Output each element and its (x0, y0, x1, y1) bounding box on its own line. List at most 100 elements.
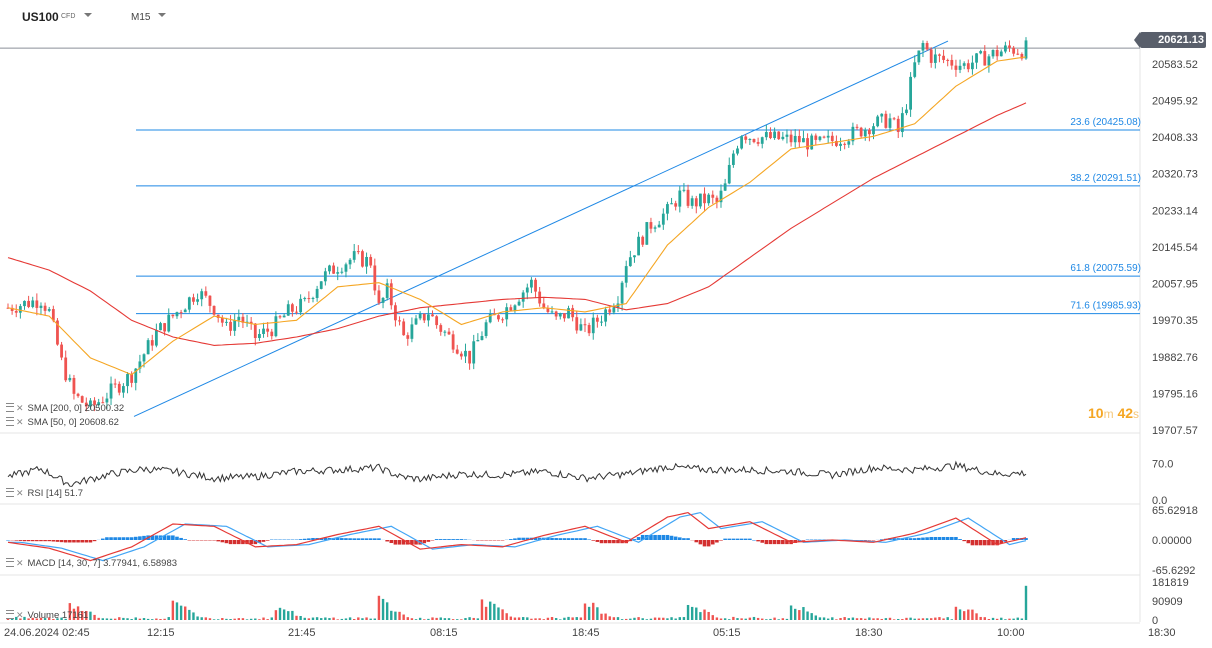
volume-bar (381, 598, 385, 620)
candle-body (381, 297, 385, 303)
volume-bar (987, 619, 991, 620)
candle-body (571, 308, 575, 318)
macd-histogram-bar (133, 536, 138, 540)
close-icon[interactable]: ✕ (16, 488, 24, 498)
macd-histogram-bar (88, 540, 93, 543)
candle-body (97, 402, 101, 405)
volume-bar (950, 619, 954, 620)
macd-legend[interactable]: ✕ MACD [14, 30, 7] 3.77941, 6.58983 (6, 558, 177, 569)
volume-bar (216, 619, 220, 620)
candle-body (1003, 45, 1007, 52)
candle-body (171, 314, 175, 317)
candle-body (789, 134, 793, 143)
macd-histogram-bar (121, 537, 126, 540)
macd-histogram-bar (100, 538, 105, 540)
macd-histogram-bar (702, 540, 707, 547)
volume-bar (262, 617, 265, 620)
settings-icon[interactable] (6, 488, 14, 497)
candle-body (130, 374, 134, 383)
macd-histogram-bar (352, 538, 357, 540)
candle-body (954, 65, 958, 70)
macd-histogram-bar (14, 540, 19, 541)
close-icon[interactable]: ✕ (16, 558, 24, 568)
close-icon[interactable]: ✕ (16, 403, 24, 413)
macd-histogram-bar (166, 535, 171, 540)
volume-bar (447, 618, 451, 620)
volume-bar (151, 619, 154, 620)
candle-body (253, 323, 257, 339)
candle-body (867, 129, 871, 135)
volume-bar (60, 617, 63, 620)
settings-icon[interactable] (6, 610, 14, 619)
macd-histogram-bar (459, 539, 464, 540)
candle-body (682, 189, 686, 191)
candle-body (604, 309, 608, 322)
volume-bar (690, 606, 694, 620)
candle-body (591, 317, 595, 334)
volume-bar (629, 618, 632, 620)
candle-body (262, 328, 265, 335)
candle-body (484, 322, 488, 337)
sma200-legend[interactable]: ✕ SMA [200, 0] 20500.32 (6, 403, 124, 414)
sma50-legend[interactable]: ✕ SMA [50, 0] 20608.62 (6, 417, 119, 428)
settings-icon[interactable] (6, 403, 14, 412)
macd-histogram-bar (982, 540, 987, 546)
macd-histogram-bar (554, 538, 558, 540)
sma200-line (7, 102, 1027, 346)
macd-histogram-bar (249, 540, 253, 545)
candle-body (645, 222, 649, 245)
macd-histogram-bar (55, 540, 60, 542)
volume-bar (563, 617, 566, 620)
macd-histogram-bar (657, 534, 661, 540)
candle-body (863, 129, 867, 137)
candle-body (497, 315, 500, 320)
volume-bar (130, 618, 133, 620)
candle-body (987, 56, 991, 66)
settings-icon[interactable] (6, 558, 14, 567)
candle-body (703, 193, 706, 204)
timeframe-label[interactable]: M15 (131, 12, 151, 23)
candle-body (233, 320, 237, 331)
symbol-label[interactable]: US100 (22, 10, 59, 24)
candle-body (843, 143, 847, 145)
volume-bar (897, 618, 900, 620)
volume-bar (913, 618, 916, 620)
rsi-legend[interactable]: ✕ RSI [14] 51.7 (6, 488, 83, 499)
fib-level-label: 61.8 (20075.59) (1070, 263, 1141, 274)
close-icon[interactable]: ✕ (16, 417, 24, 427)
volume-bar (23, 616, 26, 620)
settings-icon[interactable] (6, 417, 14, 426)
candle-body (159, 323, 162, 331)
volume-bar (946, 617, 949, 620)
macd-histogram-bar (781, 540, 785, 545)
candle-body (950, 59, 954, 66)
price-tick-label: 19882.76 (1152, 352, 1198, 364)
timeframe-dropdown-icon[interactable] (158, 13, 166, 17)
symbol-dropdown-icon[interactable] (84, 13, 92, 17)
macd-histogram-bar (1011, 538, 1016, 540)
macd-histogram-bar (51, 540, 56, 542)
candle-body (31, 300, 35, 307)
volume-bar (254, 618, 257, 620)
close-icon[interactable]: ✕ (16, 610, 24, 620)
macd-histogram-bar (68, 540, 72, 543)
volume-legend[interactable]: ✕ Volume 17161 (6, 610, 88, 621)
candle-body (299, 298, 303, 313)
volume-bar (348, 617, 352, 620)
macd-histogram-bar (80, 540, 84, 543)
macd-histogram-bar (892, 538, 896, 540)
volume-bar (851, 617, 855, 620)
volume-bar (188, 609, 191, 620)
volume-bar (212, 619, 216, 620)
volume-bar (983, 617, 986, 620)
candle-body (105, 398, 109, 403)
macd-histogram-bar (237, 540, 241, 545)
volume-bar (592, 602, 595, 620)
macd-value-2: 6.58983 (142, 558, 178, 569)
macd-histogram-bar (710, 540, 715, 545)
candle-body (781, 136, 785, 140)
macd-histogram-bar (175, 536, 179, 540)
candle-body (56, 320, 59, 345)
volume-bar (43, 618, 47, 620)
